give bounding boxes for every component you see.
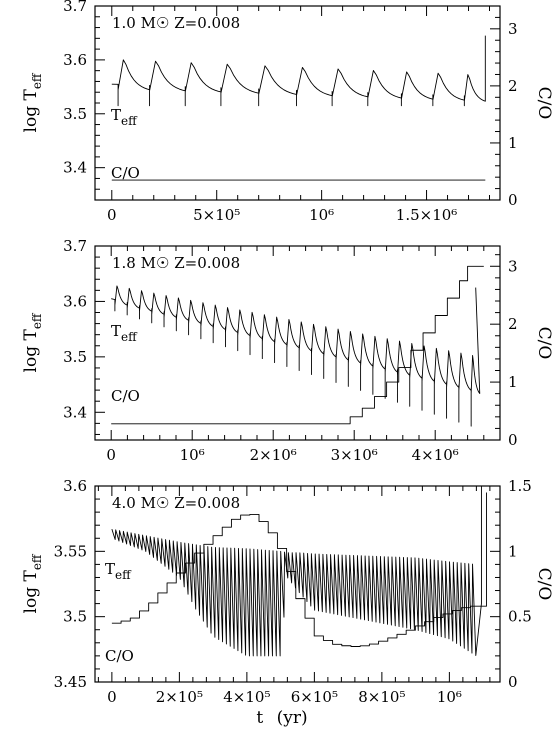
series-label-teff-sub: eff bbox=[121, 330, 138, 344]
series-label-teff: Teff bbox=[111, 106, 138, 128]
series-label-co: C/O bbox=[105, 647, 134, 665]
series-label-teff-main: T bbox=[105, 560, 115, 578]
x-tick-label: 4×10⁶ bbox=[412, 446, 459, 464]
series-label-teff-sub: eff bbox=[115, 568, 132, 582]
y-tick-label-right: 0 bbox=[508, 673, 518, 691]
panel-title: 4.0 M☉ Z=0.008 bbox=[112, 494, 240, 512]
series-teff-line bbox=[111, 486, 482, 657]
y-axis-label-left: log Teff bbox=[21, 72, 44, 132]
x-tick-label: 0 bbox=[107, 688, 117, 706]
panel-title: 1.8 M☉ Z=0.008 bbox=[112, 254, 240, 272]
x-axis-label: t (yr) bbox=[256, 708, 307, 728]
x-tick-label: 10⁶ bbox=[437, 688, 462, 706]
x-tick-label: 1.5×10⁶ bbox=[396, 206, 458, 224]
y-tick-label-right: 0 bbox=[508, 431, 518, 449]
plot-area bbox=[111, 486, 487, 657]
y-tick-label-left: 3.5 bbox=[63, 608, 87, 626]
y-tick-label-right: 1.5 bbox=[508, 477, 532, 495]
y-axis-label-left-main: log T bbox=[21, 329, 41, 373]
x-tick-label: 2×10⁶ bbox=[250, 446, 297, 464]
x-tick-label: 0 bbox=[107, 206, 117, 224]
series-label-teff-sub: eff bbox=[121, 114, 138, 128]
x-axis-label-main: t bbox=[256, 708, 263, 728]
plot-frame bbox=[94, 245, 501, 441]
x-tick-label: 5×10⁵ bbox=[193, 206, 240, 224]
y-tick-label-left: 3.4 bbox=[63, 403, 87, 421]
y-axis-label-left-main: log T bbox=[21, 89, 41, 133]
y-tick-label-left: 3.7 bbox=[63, 237, 87, 255]
y-tick-label-right: 0 bbox=[508, 191, 518, 209]
y-axis-label-left-sub: eff bbox=[30, 72, 44, 89]
y-tick-label-left: 3.5 bbox=[63, 348, 87, 366]
series-teff-line bbox=[111, 285, 481, 427]
y-tick-label-right: 3 bbox=[508, 257, 518, 275]
y-axis-label-right: C/O bbox=[534, 327, 554, 360]
y-tick-label-left: 3.5 bbox=[63, 105, 87, 123]
y-tick-label-right: 1 bbox=[508, 542, 518, 560]
y-axis-label-right: C/O bbox=[534, 568, 554, 601]
panel-title: 1.0 M☉ Z=0.008 bbox=[112, 14, 240, 32]
plot-area bbox=[111, 265, 484, 427]
plot-frame bbox=[94, 485, 501, 683]
series-label-co: C/O bbox=[111, 387, 140, 405]
series-c-o-line bbox=[111, 265, 484, 425]
y-tick-label-left: 3.4 bbox=[63, 159, 87, 177]
y-tick-label-left: 3.55 bbox=[54, 542, 87, 560]
y-tick-label-left: 3.6 bbox=[63, 51, 87, 69]
y-axis-label-right: C/O bbox=[534, 87, 554, 120]
series-c-o-line bbox=[111, 492, 487, 647]
y-tick-label-right: 2 bbox=[508, 77, 518, 95]
y-axis-label-left-sub: eff bbox=[30, 553, 44, 570]
y-tick-label-left: 3.6 bbox=[63, 292, 87, 310]
y-tick-label-right: 2 bbox=[508, 315, 518, 333]
plot-area bbox=[111, 35, 486, 181]
series-label-teff: Teff bbox=[111, 322, 138, 344]
y-tick-label-left: 3.7 bbox=[63, 0, 87, 15]
y-tick-label-left: 3.45 bbox=[54, 673, 87, 691]
series-label-teff-main: T bbox=[111, 322, 121, 340]
y-axis-label-left-main: log T bbox=[21, 570, 41, 614]
x-axis-label-unit: (yr) bbox=[277, 708, 308, 728]
x-tick-label: 6×10⁵ bbox=[291, 688, 338, 706]
x-tick-label: 0 bbox=[106, 446, 116, 464]
y-tick-label-right: 1 bbox=[508, 134, 518, 152]
x-tick-label: 8×10⁵ bbox=[358, 688, 405, 706]
series-label-co: C/O bbox=[111, 164, 140, 182]
x-tick-label: 2×10⁵ bbox=[156, 688, 203, 706]
y-axis-label-left: log Teff bbox=[21, 312, 44, 372]
x-tick-label: 10⁶ bbox=[180, 446, 205, 464]
x-tick-label: 10⁶ bbox=[309, 206, 334, 224]
x-tick-label: 4×10⁵ bbox=[223, 688, 270, 706]
x-tick-label: 3×10⁶ bbox=[331, 446, 378, 464]
y-axis-label-left-sub: eff bbox=[30, 312, 44, 329]
y-tick-label-right: 1 bbox=[508, 373, 518, 391]
y-tick-label-left: 3.6 bbox=[63, 477, 87, 495]
panel-2: 0 10⁶ 2×10⁶ 3×10⁶ 4×10⁶ 3.4 3.5 3.6 3.7 0 1 2 3 log T… bbox=[21, 237, 554, 464]
y-tick-label-right: 3 bbox=[508, 20, 518, 38]
y-axis-label-left: log Teff bbox=[21, 553, 44, 613]
series-label-teff-main: T bbox=[111, 106, 121, 124]
plot-frame bbox=[94, 5, 501, 201]
panel-3: 0 2×10⁵ 4×10⁵ 6×10⁵ 8×10⁵ 10⁶ 3.45 3.5 3.55 3.6 0 0… bbox=[21, 477, 554, 706]
series-teff-line bbox=[111, 35, 486, 107]
y-tick-label-right: 0.5 bbox=[508, 608, 532, 626]
series-label-teff: Teff bbox=[105, 560, 132, 582]
